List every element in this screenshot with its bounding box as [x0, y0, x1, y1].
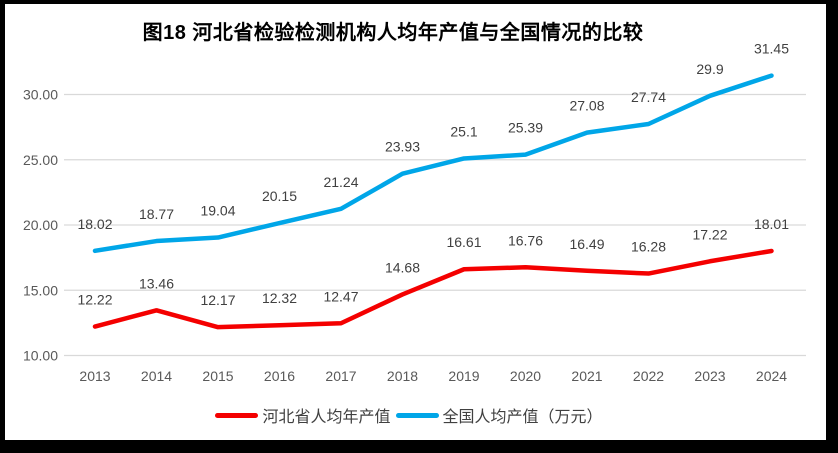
y-tick-label: 30.00	[23, 87, 58, 103]
data-label: 16.28	[631, 239, 666, 255]
chart-panel	[5, 4, 826, 440]
data-label: 18.02	[77, 216, 112, 232]
x-tick-label: 2021	[571, 368, 602, 384]
x-tick-label: 2018	[387, 368, 418, 384]
data-label: 31.45	[754, 41, 789, 57]
data-label: 12.47	[323, 288, 358, 304]
data-label: 18.77	[139, 206, 174, 222]
legend-item-national: 全国人均产值（万元）	[395, 403, 603, 427]
legend-red-line-icon	[215, 412, 259, 418]
x-tick-label: 2013	[79, 368, 110, 384]
y-tick-label: 20.00	[23, 217, 58, 233]
data-label: 16.49	[569, 236, 604, 252]
data-label: 23.93	[385, 139, 420, 155]
legend-item-hebei: 河北省人均年产值	[215, 403, 391, 427]
data-label: 12.17	[200, 292, 235, 308]
legend-label-hebei: 河北省人均年产值	[262, 409, 391, 426]
chart-title: 图18 河北省检验检测机构人均年产值与全国情况的比较	[142, 22, 644, 44]
x-tick-label: 2015	[202, 368, 233, 384]
data-label: 27.74	[631, 89, 666, 105]
data-label: 29.9	[696, 61, 723, 77]
x-tick-label: 2017	[325, 368, 356, 384]
chart-legend: 河北省人均年产值 全国人均产值（万元）	[0, 403, 828, 427]
data-label: 19.04	[200, 203, 235, 219]
y-tick-label: 15.00	[23, 282, 58, 298]
series-line-0	[92, 248, 774, 330]
data-label: 16.76	[508, 232, 543, 248]
x-tick-label: 2019	[448, 368, 479, 384]
data-label: 21.24	[323, 174, 358, 190]
data-label: 12.32	[262, 290, 297, 306]
data-label: 20.15	[262, 188, 297, 204]
series-line-1	[92, 73, 774, 254]
x-tick-label: 2014	[141, 368, 172, 384]
data-label: 27.08	[569, 98, 604, 114]
data-label: 12.22	[77, 292, 112, 308]
data-label: 25.1	[450, 123, 477, 139]
data-label: 18.01	[754, 216, 789, 232]
data-label: 25.39	[508, 120, 543, 136]
data-label: 17.22	[692, 226, 727, 242]
x-tick-label: 2020	[510, 368, 541, 384]
legend-blue-line-icon	[395, 412, 439, 418]
x-tick-label: 2024	[756, 368, 787, 384]
y-tick-label: 10.00	[23, 348, 58, 364]
y-tick-label: 25.00	[23, 152, 58, 168]
x-tick-label: 2023	[694, 368, 725, 384]
legend-label-national: 全国人均产值（万元）	[442, 409, 603, 426]
data-label: 13.46	[139, 275, 174, 291]
x-tick-label: 2016	[264, 368, 295, 384]
x-tick-label: 2022	[633, 368, 664, 384]
data-label: 16.61	[446, 234, 481, 250]
data-label: 14.68	[385, 259, 420, 275]
